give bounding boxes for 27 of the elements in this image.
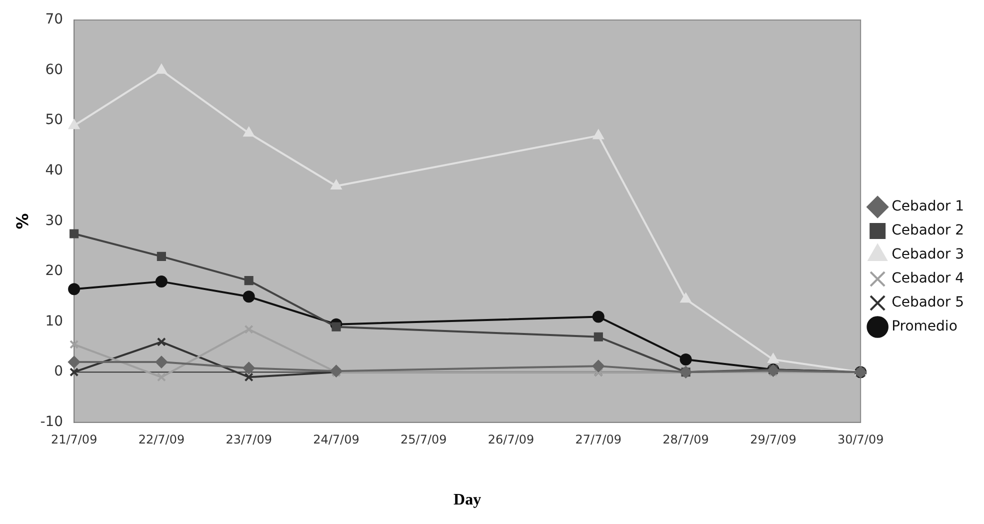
y-tick-label: 0 bbox=[54, 364, 64, 380]
y-tick-label: 20 bbox=[45, 263, 64, 280]
y-tick-label: 60 bbox=[45, 62, 64, 78]
y-tick-label: 10 bbox=[45, 313, 64, 330]
x-tick-label: 26/7/09 bbox=[488, 432, 534, 447]
x-tick-label: 28/7/09 bbox=[662, 432, 709, 447]
legend-label: Cebador 5 bbox=[892, 294, 964, 311]
x-tick-label: 27/7/09 bbox=[575, 432, 622, 447]
legend-label: Cebador 1 bbox=[892, 198, 964, 215]
legend-label: Cebador 4 bbox=[892, 270, 964, 287]
legend-label: Cebador 3 bbox=[892, 246, 964, 263]
x-tick-label: 23/7/09 bbox=[226, 432, 272, 447]
y-tick-label: -10 bbox=[40, 414, 64, 430]
legend-label: Cebador 2 bbox=[892, 222, 964, 239]
x-axis-title: Day bbox=[454, 492, 482, 509]
x-tick-label: 25/7/09 bbox=[400, 432, 447, 447]
legend-label: Promedio bbox=[892, 318, 958, 335]
x-tick-label: 30/7/09 bbox=[837, 432, 884, 447]
x-tick-label: 21/7/09 bbox=[50, 432, 98, 447]
x-tick-label: 22/7/09 bbox=[138, 432, 185, 447]
y-axis-title: % bbox=[12, 213, 32, 230]
y-tick-label: 70 bbox=[45, 12, 64, 28]
y-tick-label: 40 bbox=[45, 162, 64, 179]
y-tick-label: 30 bbox=[45, 212, 64, 229]
x-tick-label: 24/7/09 bbox=[313, 432, 360, 447]
y-tick-label: 50 bbox=[45, 112, 64, 128]
x-tick-label: 29/7/09 bbox=[750, 432, 796, 447]
